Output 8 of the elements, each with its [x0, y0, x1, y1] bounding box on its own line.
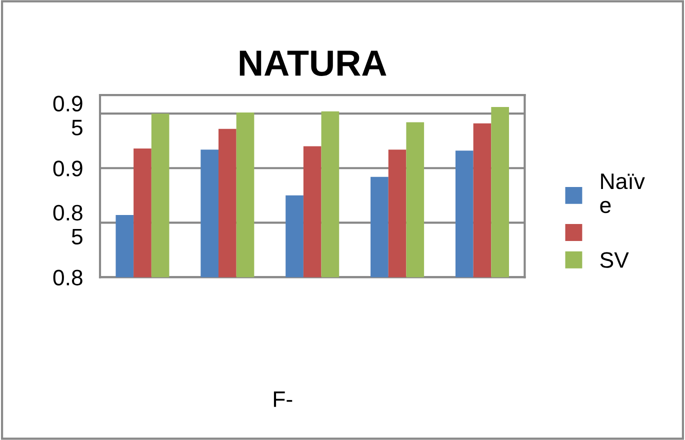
- y-tick-label: 0.9 5: [53, 96, 82, 136]
- y-tick-label: 0.9: [53, 160, 82, 176]
- chart-title: NATURA: [240, 50, 386, 76]
- y-tick-label: 0.8: [53, 270, 82, 286]
- y-tick-label: 0.8 5: [53, 204, 82, 245]
- text: F-: [274, 392, 292, 407]
- legend-label: Naïv e: [600, 174, 645, 214]
- legend-label: SV: [600, 252, 629, 268]
